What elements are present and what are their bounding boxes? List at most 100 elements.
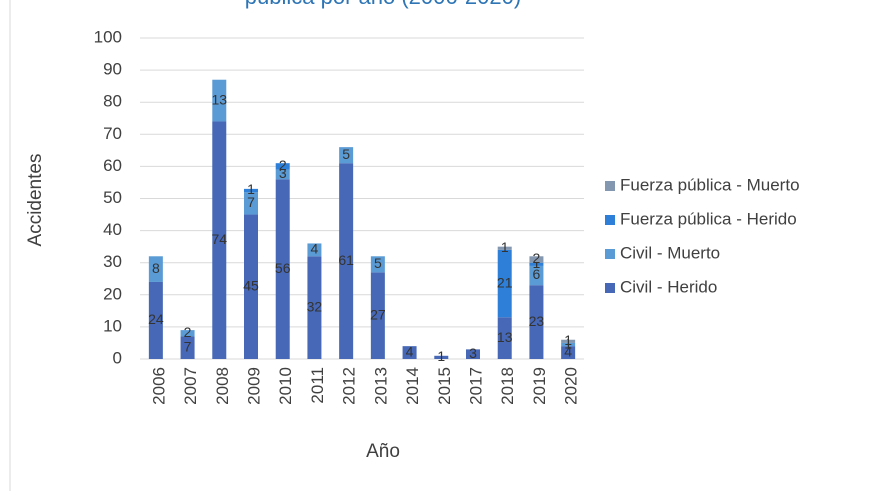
value-label: 4: [311, 241, 319, 257]
bar-segment: [212, 79, 227, 122]
legend-label: Civil - Muerto: [620, 243, 720, 262]
y-tick-label: 90: [103, 60, 122, 79]
bar-segment: [561, 339, 576, 343]
bar-segment: [497, 317, 512, 359]
value-label: 5: [374, 255, 382, 271]
value-label: 2: [533, 250, 541, 266]
y-tick-label: 30: [103, 252, 122, 271]
bar-segment: [275, 163, 290, 170]
value-label: 4: [406, 343, 414, 359]
value-label: 7: [184, 338, 192, 354]
y-tick-label: 50: [103, 188, 122, 207]
y-tick-label: 80: [103, 92, 122, 111]
bar-segment: [434, 355, 449, 359]
value-label: 13: [497, 329, 513, 345]
bar-segment: [339, 163, 354, 359]
bar-segment: [402, 346, 417, 359]
value-label: 56: [275, 260, 291, 276]
y-tick-label: 40: [103, 220, 122, 239]
x-tick-label: 2010: [276, 367, 295, 405]
value-label: 1: [437, 348, 445, 364]
x-tick-label: 2007: [181, 367, 200, 405]
value-label: 45: [243, 277, 259, 293]
legend-swatch: [605, 181, 615, 191]
chart-frame: [9, 0, 894, 491]
value-label: 27: [370, 306, 386, 322]
y-tick-label: 0: [113, 348, 122, 367]
bar-segment: [370, 272, 385, 359]
value-label: 4: [564, 343, 572, 359]
x-tick-label: 2018: [498, 367, 517, 405]
y-tick-label: 20: [103, 284, 122, 303]
bar-segment: [529, 285, 544, 359]
value-label: 1: [501, 239, 509, 255]
value-label: 24: [148, 311, 164, 327]
x-tick-label: 2011: [308, 367, 327, 404]
legend-label: Civil - Herido: [620, 277, 717, 296]
value-label: 1: [564, 335, 572, 351]
bar-segment: [148, 281, 163, 359]
x-tick-label: 2009: [244, 367, 263, 405]
bar-segment: [307, 243, 322, 257]
bar-segment: [244, 214, 258, 359]
y-tick-label: 60: [103, 156, 122, 175]
value-label: 74: [211, 231, 227, 247]
value-label: 1: [533, 255, 541, 271]
value-label: 7: [247, 194, 255, 210]
bar-segment: [180, 330, 195, 337]
bar-segment: [561, 342, 576, 347]
bar-segment: [370, 256, 385, 273]
value-label: 2: [279, 157, 287, 173]
x-axis-label: Año: [366, 441, 400, 462]
bar-segment: [180, 336, 195, 359]
x-tick-label: 2020: [562, 367, 581, 405]
bar-segment: [466, 349, 480, 359]
x-tick-label: 2006: [149, 367, 168, 405]
value-label: 13: [211, 91, 227, 107]
value-label: 3: [469, 345, 477, 361]
bar-segment: [339, 147, 354, 164]
legend-swatch: [605, 283, 615, 293]
bar-segment: [497, 246, 512, 250]
legend-swatch: [605, 215, 615, 225]
x-tick-label: 2014: [403, 367, 422, 405]
y-tick-label: 100: [94, 27, 122, 46]
bar-segment: [275, 169, 290, 180]
bar-segment: [148, 256, 163, 282]
legend-swatch: [605, 249, 615, 259]
legend-label: Fuerza pública - Muerto: [620, 175, 800, 194]
value-label: 32: [307, 298, 323, 314]
bar-segment: [497, 249, 512, 318]
bar-segment: [212, 121, 227, 360]
x-tick-label: 2015: [435, 367, 454, 405]
value-label: 2: [184, 324, 192, 340]
value-label: 23: [529, 313, 545, 329]
y-tick-label: 10: [103, 316, 122, 335]
y-axis-label: Accidentes: [25, 154, 46, 247]
value-label: 1: [564, 332, 572, 348]
value-label: 5: [342, 146, 350, 162]
bar-segment: [307, 256, 322, 359]
bar-segment: [244, 192, 258, 215]
x-tick-label: 2017: [466, 367, 485, 405]
value-label: 6: [533, 266, 541, 282]
x-tick-label: 2008: [213, 367, 232, 405]
bar-segment: [529, 256, 544, 263]
value-label: 61: [338, 252, 354, 268]
legend-label: Fuerza pública - Herido: [620, 209, 797, 228]
bar-segment: [244, 188, 258, 193]
value-label: 8: [152, 260, 160, 276]
bar-segment: [529, 265, 544, 286]
chart-title: pública por año (2006-2020): [245, 0, 521, 9]
bar-segment: [275, 179, 290, 359]
value-label: 1: [247, 181, 255, 197]
x-tick-label: 2013: [371, 367, 390, 405]
value-label: 3: [279, 165, 287, 181]
bar-segment: [561, 346, 576, 359]
x-tick-label: 2012: [340, 367, 359, 405]
bar-segment: [529, 262, 544, 266]
y-tick-label: 70: [103, 124, 122, 143]
value-label: 21: [497, 274, 513, 290]
x-tick-label: 2019: [530, 367, 549, 405]
